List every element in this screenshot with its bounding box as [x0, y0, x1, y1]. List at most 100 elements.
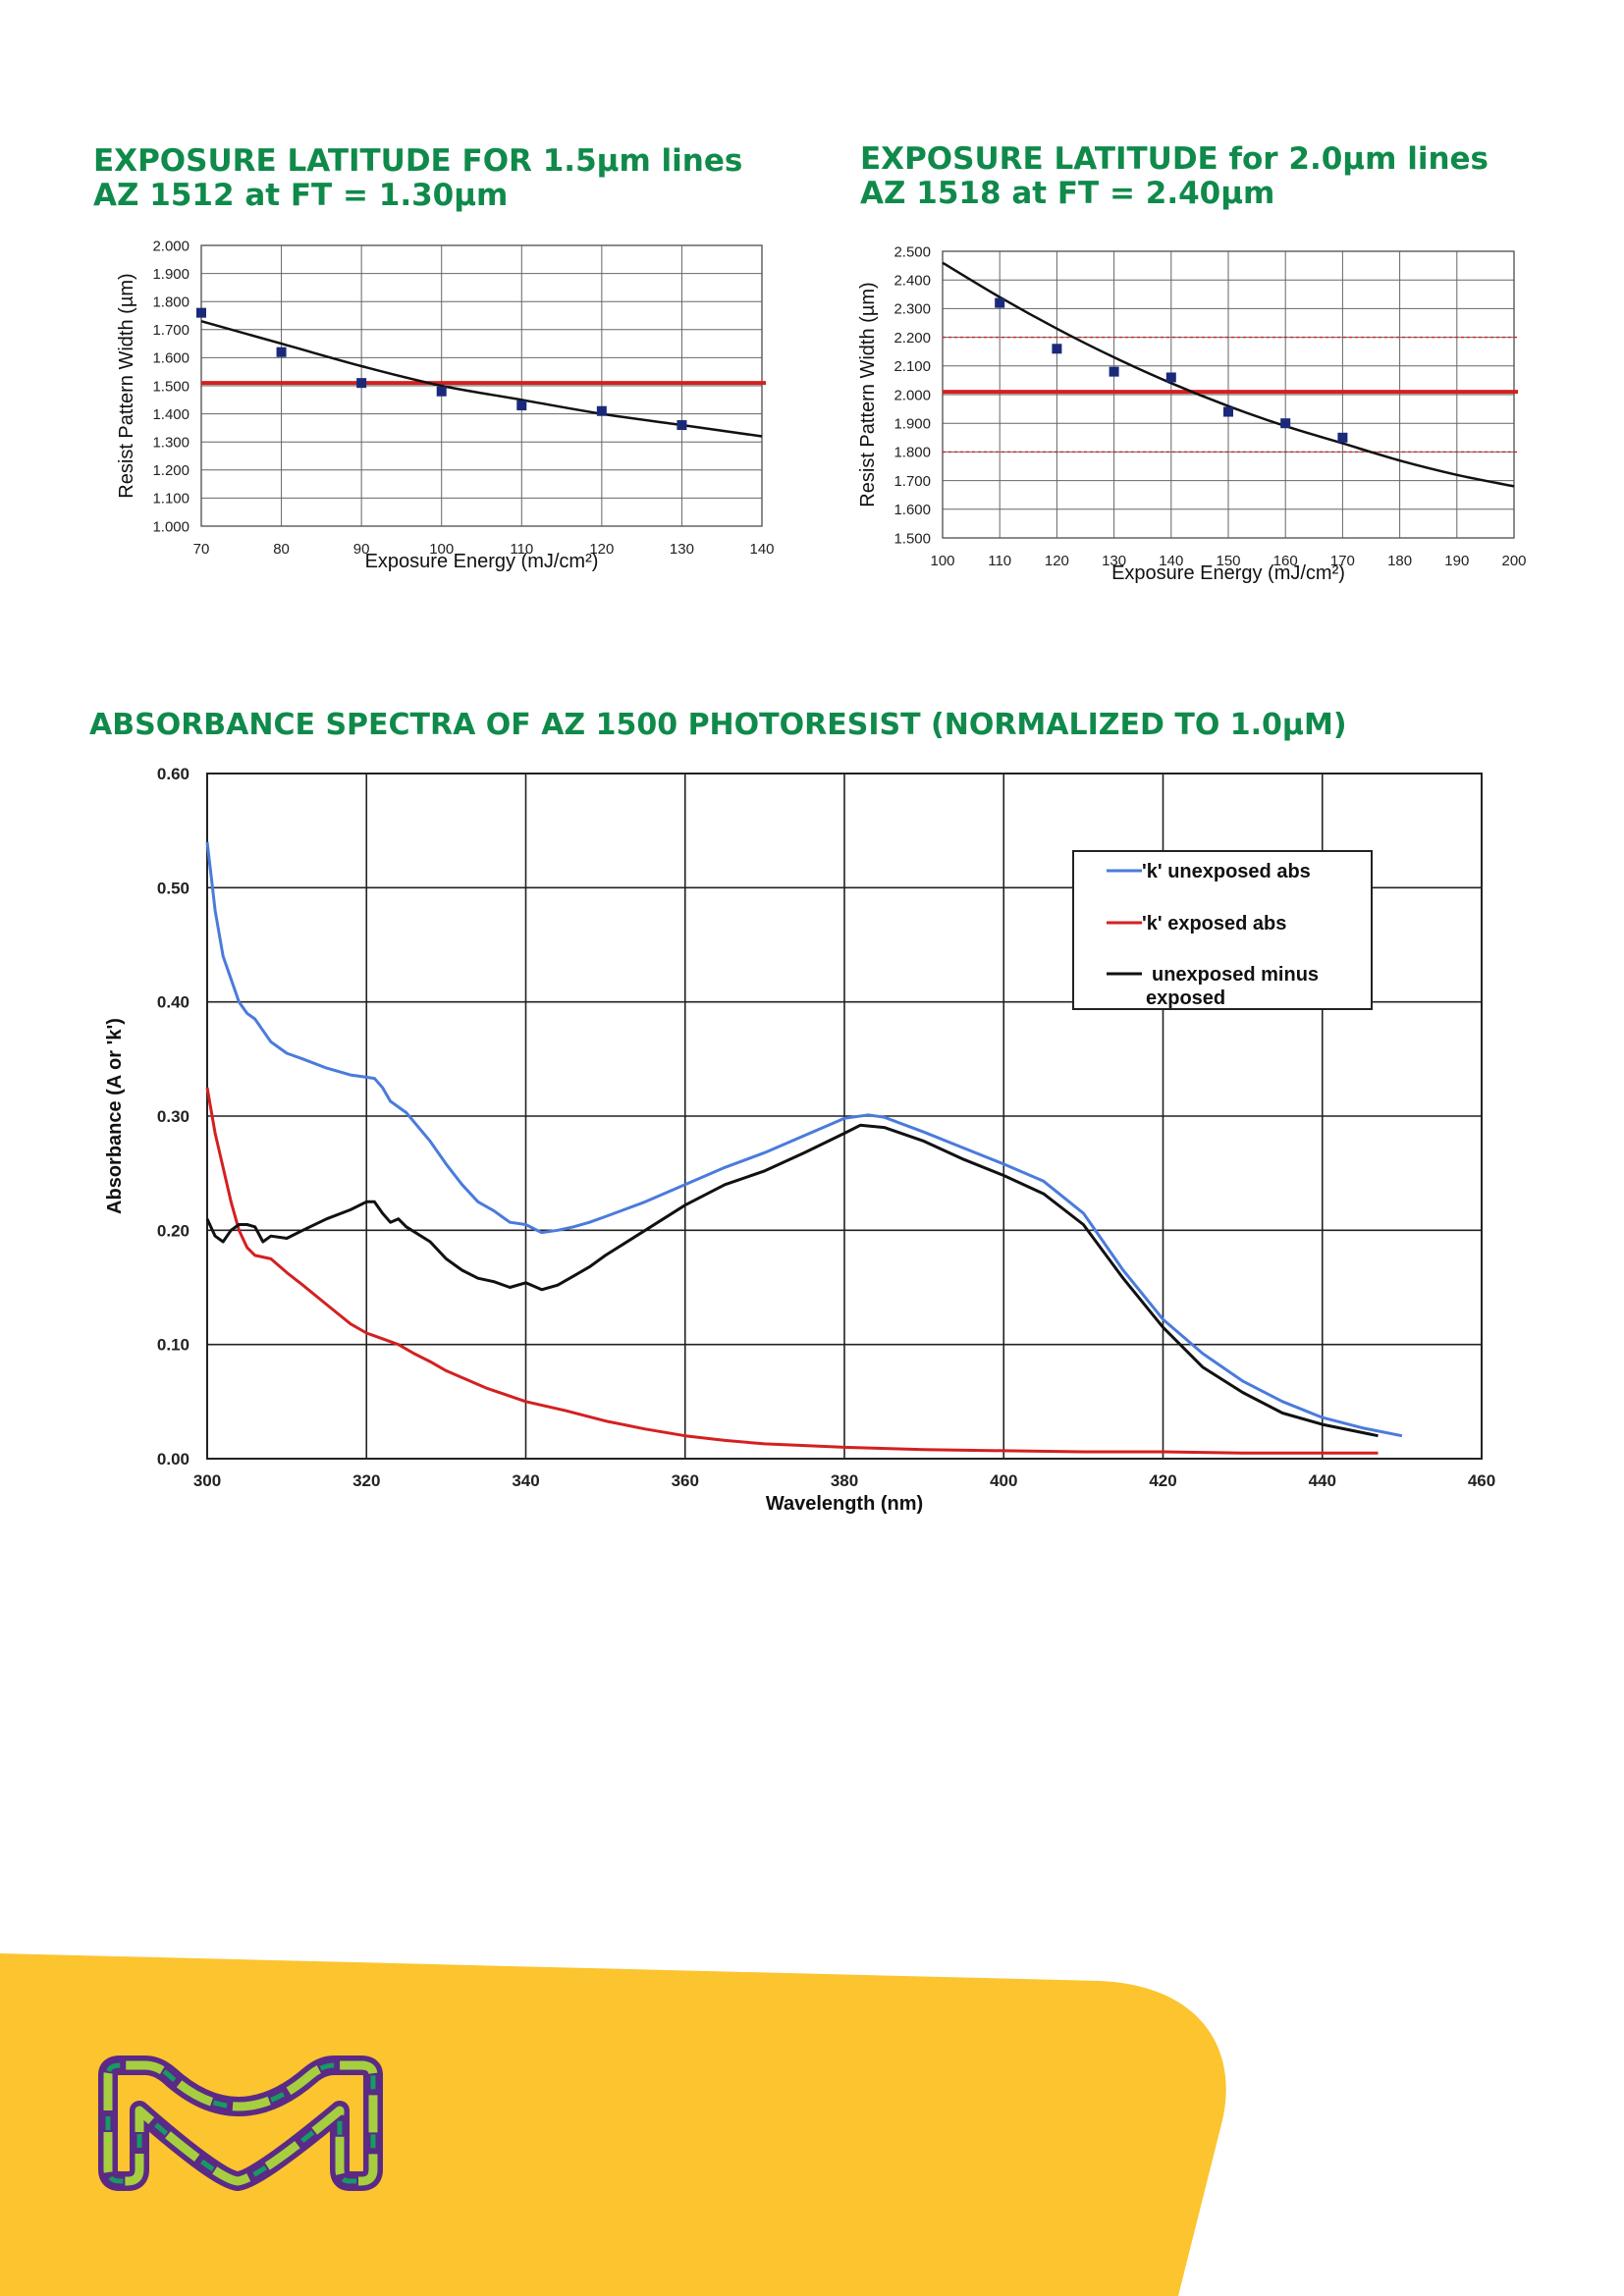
- data-point: [516, 400, 527, 411]
- y-tick-label: 0.20: [157, 1221, 189, 1240]
- chart1-title-line1: EXPOSURE LATITUDE FOR 1.5µm lines: [93, 143, 743, 179]
- x-axis-label: Wavelength (nm): [766, 1493, 923, 1515]
- chart2-title: EXPOSURE LATITUDE for 2.0µm lines AZ 151…: [860, 142, 1489, 211]
- y-tick-label: 1.600: [893, 502, 931, 518]
- y-tick-label: 1.500: [893, 530, 931, 547]
- y-tick-label: 1.300: [152, 434, 189, 451]
- x-tick-label: 100: [429, 541, 454, 558]
- y-axis-label: Resist Pattern Width (µm): [857, 282, 879, 507]
- y-tick-label: 1.700: [152, 322, 189, 339]
- y-tick-label: 0.10: [157, 1336, 189, 1355]
- data-point: [196, 307, 206, 318]
- y-tick-label: 2.100: [893, 358, 931, 375]
- x-axis-label: Exposure Energy (mJ/cm²): [1111, 562, 1345, 584]
- y-tick-label: 2.000: [893, 387, 931, 403]
- y-tick-label: 1.900: [893, 415, 931, 432]
- exposure-latitude-chart-2: 100 110 120 130 140 150 160 170 180 190 200 1.500 1.…: [857, 243, 1527, 584]
- data-point: [436, 386, 447, 397]
- y-tick-label: 2.300: [893, 301, 931, 318]
- legend-label: 'k' exposed abs: [1142, 913, 1286, 934]
- y-tick-label: 2.200: [893, 330, 931, 347]
- company-logo-icon: [98, 2056, 383, 2191]
- y-tick-label: 0.40: [157, 993, 189, 1012]
- y-tick-label: 1.800: [893, 445, 931, 461]
- x-tick-label: 70: [193, 541, 210, 558]
- data-point: [356, 378, 367, 389]
- data-point: [1337, 432, 1348, 443]
- legend-label-continued: exposed: [1146, 988, 1225, 1009]
- x-tick-label: 440: [1309, 1471, 1336, 1490]
- chart1-title-line2: AZ 1512 at FT = 1.30µm: [93, 178, 509, 213]
- x-tick-label: 200: [1501, 553, 1526, 569]
- footer-yellow-shape: [0, 1953, 1226, 2296]
- plot-frame: [942, 250, 1515, 539]
- footer-band: [0, 1953, 1226, 2296]
- y-tick-label: 0.60: [157, 765, 189, 783]
- data-point: [1280, 418, 1291, 429]
- y-tick-label: 1.900: [152, 266, 189, 283]
- plot-frame: [200, 244, 763, 527]
- y-tick-label: 2.400: [893, 272, 931, 289]
- data-point: [677, 420, 687, 431]
- x-tick-label: 460: [1468, 1471, 1495, 1490]
- y-tick-label: 0.00: [157, 1450, 189, 1468]
- x-tick-label: 150: [1216, 553, 1240, 569]
- x-tick-label: 130: [1102, 553, 1126, 569]
- y-tick-label: 1.200: [152, 462, 189, 479]
- legend-box: [1072, 850, 1373, 1010]
- data-point: [1223, 406, 1233, 417]
- x-tick-label: 130: [670, 541, 694, 558]
- data-point: [1052, 344, 1062, 354]
- y-tick-label: 0.50: [157, 879, 189, 897]
- plot-frame: [206, 773, 1483, 1460]
- x-tick-label: 320: [352, 1471, 380, 1490]
- fit-curve: [200, 320, 763, 438]
- legend-label: 'k' unexposed abs: [1142, 861, 1311, 882]
- y-axis-label: Absorbance (A or 'k'): [104, 1018, 126, 1214]
- x-tick-label: 180: [1387, 553, 1412, 569]
- data-point: [276, 347, 287, 357]
- x-tick-label: 420: [1149, 1471, 1176, 1490]
- x-tick-label: 120: [1045, 553, 1069, 569]
- y-tick-label: 2.500: [893, 243, 931, 260]
- x-tick-label: 160: [1273, 553, 1298, 569]
- y-tick-label: 1.700: [893, 473, 931, 490]
- y-tick-label: 1.800: [152, 294, 189, 310]
- data-point: [995, 297, 1005, 308]
- series-line: [205, 1087, 1379, 1455]
- chart2-title-line1: EXPOSURE LATITUDE for 2.0µm lines: [860, 141, 1489, 177]
- exposure-latitude-chart-1: 70 80 90 100 110 120 130 140 1.000 1.100 1.200 1.30…: [116, 238, 775, 572]
- y-tick-label: 0.30: [157, 1107, 189, 1126]
- x-tick-label: 360: [672, 1471, 699, 1490]
- x-tick-label: 380: [831, 1471, 858, 1490]
- x-tick-label: 110: [510, 541, 533, 558]
- x-tick-label: 190: [1444, 553, 1469, 569]
- y-axis-label: Resist Pattern Width (µm): [116, 273, 137, 498]
- y-tick-label: 1.600: [152, 350, 189, 367]
- y-tick-label: 1.100: [152, 491, 189, 507]
- x-tick-label: 140: [749, 541, 774, 558]
- chart1-title: EXPOSURE LATITUDE FOR 1.5µm lines AZ 151…: [93, 144, 742, 213]
- x-tick-label: 400: [990, 1471, 1017, 1490]
- x-axis-label: Exposure Energy (mJ/cm²): [365, 551, 599, 572]
- chart3-title: ABSORBANCE SPECTRA OF AZ 1500 PHOTORESIS…: [89, 708, 1347, 742]
- absorbance-spectra-chart: 300 320 340 360 380 400 420 440 460 0.00 0.10 0.20 0…: [104, 765, 1495, 1515]
- y-tick-label: 1.500: [152, 378, 189, 395]
- x-tick-label: 340: [512, 1471, 539, 1490]
- x-tick-label: 80: [273, 541, 290, 558]
- data-point: [596, 405, 607, 416]
- data-point: [1165, 372, 1176, 383]
- y-tick-label: 2.000: [152, 238, 189, 254]
- chart3-title-text: ABSORBANCE SPECTRA OF AZ 1500 PHOTORESIS…: [89, 708, 1347, 742]
- series-line: [205, 1123, 1379, 1438]
- chart2-title-line2: AZ 1518 at FT = 2.40µm: [860, 176, 1275, 211]
- y-tick-label: 1.400: [152, 406, 189, 423]
- y-tick-label: 1.000: [152, 518, 189, 535]
- x-tick-label: 140: [1159, 553, 1183, 569]
- x-tick-label: 100: [930, 553, 954, 569]
- legend-label: unexposed minus: [1152, 964, 1319, 986]
- x-tick-label: 110: [988, 553, 1011, 569]
- x-tick-label: 90: [353, 541, 370, 558]
- data-point: [1109, 366, 1119, 377]
- fit-curve: [942, 261, 1515, 488]
